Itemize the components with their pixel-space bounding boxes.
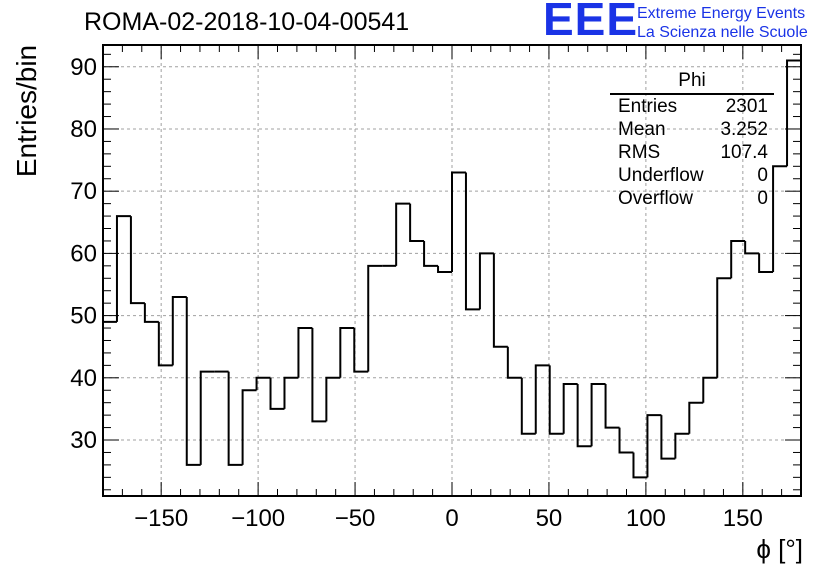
- chart-title: ROMA-02-2018-10-04-00541: [84, 8, 410, 36]
- x-tick-label: 150: [723, 505, 763, 532]
- x-tick-label: 50: [536, 505, 563, 532]
- logo-line-2: La Scienza nelle Scuole: [637, 24, 808, 41]
- histogram-bin: [548, 365, 564, 435]
- histogram-bin: [269, 377, 285, 410]
- histogram-bin: [255, 376, 271, 391]
- axis-ticks: [102, 45, 802, 496]
- histogram-bin: [702, 376, 718, 403]
- histogram-bin: [716, 277, 732, 378]
- histogram-bin: [758, 253, 774, 274]
- stats-key: Overflow: [618, 188, 693, 209]
- histogram-bin: [534, 364, 550, 434]
- histogram-bin: [199, 370, 215, 465]
- histogram-bin: [143, 303, 159, 323]
- logo-letters: EEE: [543, 0, 639, 45]
- stats-row-rms: RMS 107.4: [610, 141, 774, 164]
- histogram-bin: [423, 240, 439, 267]
- histogram-bin: [367, 264, 383, 372]
- y-tick-label: 70: [70, 178, 97, 205]
- histogram-bin: [478, 252, 494, 310]
- stats-row-overflow: Overflow 0: [610, 187, 774, 210]
- stats-value: 0: [757, 188, 768, 209]
- histogram-bin: [283, 376, 299, 409]
- histogram-bin: [171, 295, 187, 366]
- histogram-bin: [297, 327, 313, 378]
- histogram-bin: [437, 265, 452, 274]
- stats-key: RMS: [618, 142, 661, 163]
- stats-value: 3.252: [720, 119, 768, 140]
- histogram-bin: [102, 320, 117, 496]
- x-tick-label: −100: [231, 505, 285, 532]
- histogram-bin: [520, 377, 536, 435]
- stats-value: 2301: [725, 96, 768, 117]
- y-tick-label: 90: [70, 54, 97, 81]
- histogram-bin: [604, 384, 620, 429]
- stats-box: Phi Entries 2301 Mean 3.252 RMS 107.4 Un…: [610, 70, 774, 210]
- histogram-bin: [618, 427, 634, 454]
- stats-value: 0: [757, 165, 768, 186]
- histogram-bin: [311, 328, 327, 423]
- histogram-bin: [646, 414, 662, 478]
- histogram-bin: [772, 165, 788, 273]
- histogram-bin: [786, 59, 801, 167]
- y-tick-label: 50: [70, 303, 97, 330]
- stats-title: Phi: [610, 70, 774, 95]
- histogram-bin: [464, 172, 480, 311]
- histogram-bin: [660, 415, 676, 460]
- stats-row-underflow: Underflow 0: [610, 164, 774, 187]
- x-tick-label: 0: [445, 505, 458, 532]
- histogram-bin: [353, 328, 369, 373]
- histogram-bin: [688, 401, 704, 434]
- histogram-bin: [395, 202, 411, 266]
- histogram-bin: [339, 327, 355, 378]
- y-tick-label: 80: [70, 116, 97, 143]
- histogram-bin: [451, 171, 466, 273]
- histogram-bin: [325, 376, 341, 422]
- histogram-bin: [409, 203, 425, 242]
- histogram-bin: [492, 253, 508, 348]
- histogram-bin: [115, 215, 131, 322]
- histogram-bin: [562, 383, 578, 434]
- histogram-bin: [506, 346, 522, 379]
- histogram-bin: [576, 384, 592, 448]
- stats-row-entries: Entries 2301: [610, 95, 774, 118]
- histogram-bin: [241, 389, 257, 465]
- logo-line-1: Extreme Energy Events: [637, 5, 806, 22]
- x-axis-label: ϕ [°]: [756, 534, 803, 564]
- histogram-bin: [227, 371, 243, 466]
- histogram-bin: [744, 240, 760, 255]
- x-tick-label: −50: [335, 505, 376, 532]
- y-tick-label: 30: [70, 427, 97, 454]
- histogram-bin: [632, 452, 648, 479]
- histogram-bin: [185, 296, 201, 466]
- y-tick-label: 60: [70, 240, 97, 267]
- histogram-bin: [730, 239, 746, 279]
- stats-key: Underflow: [618, 165, 704, 186]
- histogram-bin: [674, 432, 690, 459]
- histogram-bin: [129, 216, 145, 305]
- x-tick-label: −150: [134, 505, 188, 532]
- stats-row-mean: Mean 3.252: [610, 118, 774, 141]
- histogram-bin: [157, 321, 173, 367]
- stats-key: Mean: [618, 119, 666, 140]
- y-tick-label: 40: [70, 365, 97, 392]
- tick-labels: −150 −100 −50 0 50 100 150 30 40 50 60 70 80 90: [70, 54, 763, 532]
- stats-value: 107.4: [720, 142, 768, 163]
- histogram-bin: [590, 383, 606, 447]
- stats-key: Entries: [618, 96, 678, 117]
- x-tick-label: 100: [626, 505, 666, 532]
